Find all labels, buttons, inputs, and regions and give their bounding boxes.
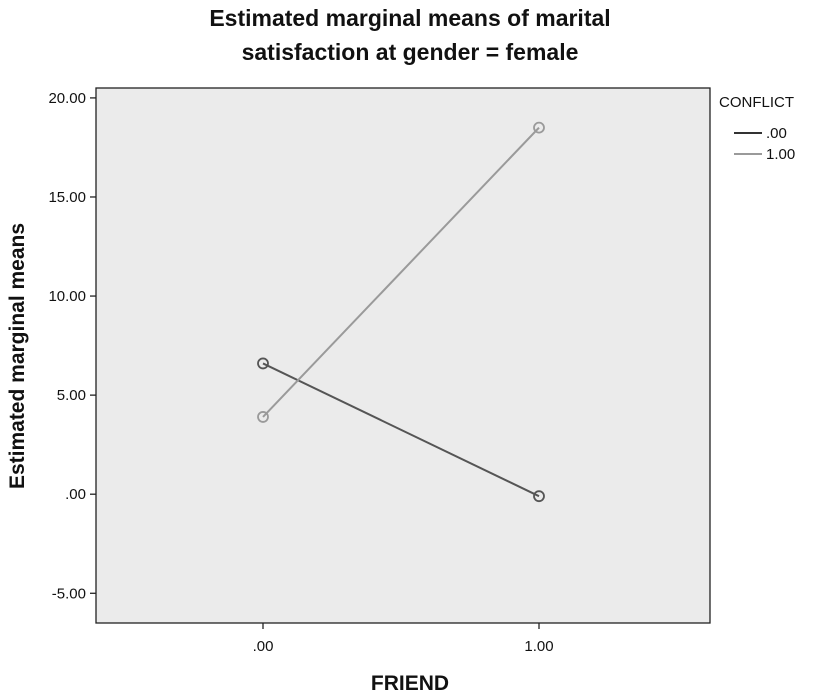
y-tick-label: 20.00	[48, 90, 86, 107]
legend-title: CONFLICT	[719, 94, 794, 111]
plot-area	[95, 87, 711, 624]
y-tick-label: -5.00	[52, 585, 86, 602]
legend-label-conflict-100: 1.00	[766, 146, 795, 163]
series-line-conflict-1	[262, 126, 540, 418]
x-tick-label: .00	[253, 638, 274, 655]
x-tick-label: 1.00	[524, 638, 553, 655]
y-tick-label: 5.00	[57, 387, 86, 404]
y-tick-label: .00	[65, 486, 86, 503]
x-axis: .00 1.00	[253, 623, 554, 655]
y-axis: 20.00 15.00 10.00 5.00 .00 -5.00	[48, 90, 96, 602]
series-point-conflict-0-friend-0	[257, 357, 269, 370]
series-line-conflict-0	[262, 362, 540, 498]
series-layer	[257, 121, 545, 503]
legend: CONFLICT .00 1.00	[719, 94, 795, 163]
series-point-conflict-1-friend-0	[257, 411, 269, 423]
y-tick-label: 10.00	[48, 288, 86, 305]
series-point-conflict-1-friend-1	[533, 121, 545, 134]
y-axis-title: Estimated marginal means	[6, 223, 29, 489]
y-tick-label: 15.00	[48, 189, 86, 206]
series-point-conflict-0-friend-1	[533, 490, 545, 503]
legend-label-conflict-00: .00	[766, 125, 787, 142]
chart-title-line-1: Estimated marginal means of marital	[209, 5, 610, 31]
x-axis-title: FRIEND	[371, 672, 449, 694]
chart-title-line-2: satisfaction at gender = female	[242, 39, 579, 65]
